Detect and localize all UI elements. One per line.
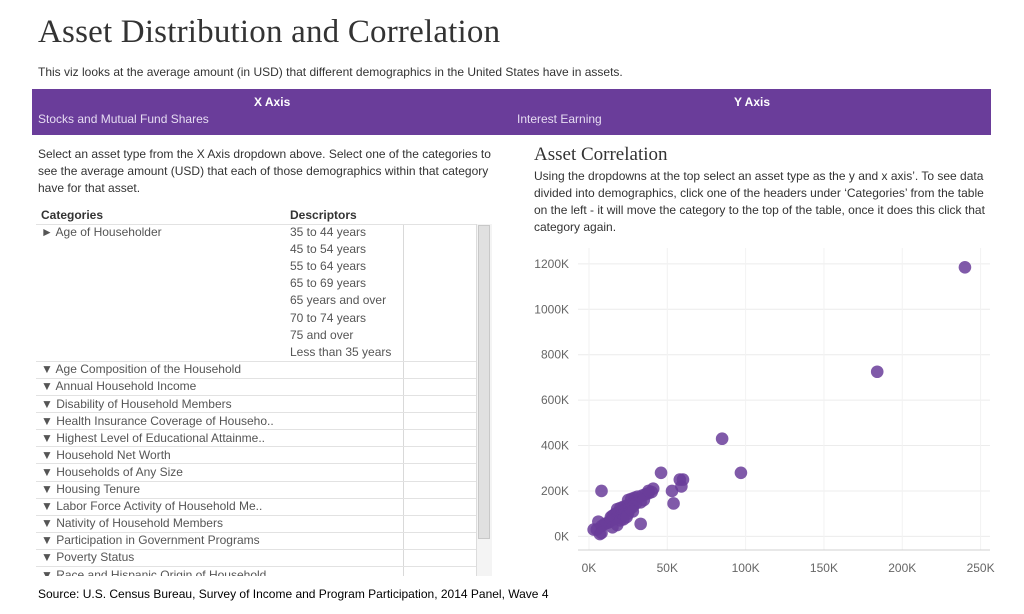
y-tick-label: 800K: [541, 348, 569, 362]
scatter-point[interactable]: [610, 518, 624, 532]
scatter-point[interactable]: [715, 432, 729, 446]
descriptor-label: 75 and over: [290, 327, 354, 342]
descriptor-label: 65 to 69 years: [290, 276, 367, 291]
row-divider: [36, 395, 476, 396]
row-divider: [36, 412, 476, 414]
descriptor-label: 35 to 44 years: [290, 225, 367, 239]
scatter-point[interactable]: [595, 526, 608, 540]
row-divider: [36, 514, 476, 516]
row-divider: [36, 480, 476, 482]
row-divider: [36, 360, 476, 362]
y-axis-dropdown[interactable]: Interest Earning: [517, 112, 602, 126]
category-header[interactable]: ▼ Household Net Worth: [41, 447, 171, 462]
table-scrollbar[interactable]: [476, 224, 492, 576]
x-tick-label: 250K: [967, 561, 995, 575]
scatter-point[interactable]: [870, 365, 884, 379]
category-header[interactable]: ▼ Nativity of Household Members: [41, 516, 223, 531]
source-note: Source: U.S. Census Bureau, Survey of In…: [38, 587, 549, 601]
descriptors-header: Descriptors: [290, 208, 357, 222]
row-divider: [36, 566, 476, 567]
descriptor-label: 45 to 54 years: [290, 242, 367, 257]
y-axis-label: Y Axis: [734, 95, 771, 109]
scatter-point[interactable]: [958, 261, 972, 274]
category-header[interactable]: ▼ Housing Tenure: [41, 482, 141, 496]
descriptor-label: Less than 35 years: [290, 344, 392, 359]
descriptor-label: 65 years and over: [290, 293, 387, 308]
chart-title: Asset Correlation: [534, 144, 668, 165]
category-age-of-householder[interactable]: ► Age of Householder: [41, 225, 162, 239]
category-header[interactable]: ▼ Health Insurance Coverage of Househo..: [41, 413, 274, 428]
category-header[interactable]: ▼ Disability of Household Members: [41, 396, 232, 411]
table-top-rule: [36, 224, 476, 225]
category-header[interactable]: ▼ Labor Force Activity of Household Me..: [41, 499, 263, 514]
y-tick-label: 1000K: [534, 302, 569, 316]
page-title: Asset Distribution and Correlation: [38, 14, 501, 50]
row-divider: [36, 463, 476, 465]
table-scrollbar-thumb[interactable]: [478, 225, 490, 539]
page-subtitle: This viz looks at the average amount (in…: [38, 65, 623, 79]
y-tick-label: 0K: [554, 529, 569, 543]
row-divider: [36, 446, 476, 448]
categories-header: Categories: [41, 208, 104, 222]
scatter-point[interactable]: [626, 505, 640, 518]
scatter-point[interactable]: [595, 484, 608, 498]
descriptor-label: 70 to 74 years: [290, 310, 367, 325]
row-divider: [36, 548, 476, 550]
category-header[interactable]: ▼ Highest Level of Educational Attainme.…: [41, 430, 266, 445]
x-tick-label: 50K: [657, 561, 678, 575]
category-header[interactable]: ▼ Poverty Status: [41, 550, 135, 565]
category-header[interactable]: ▼ Participation in Government Programs: [41, 533, 260, 548]
scatter-point[interactable]: [634, 517, 647, 531]
row-divider: [36, 531, 476, 533]
scatter-point[interactable]: [642, 484, 655, 498]
descriptor-label: 55 to 64 years: [290, 259, 367, 274]
x-tick-label: 100K: [732, 561, 760, 575]
row-divider: [36, 497, 476, 499]
scatter-point[interactable]: [665, 484, 679, 498]
value-column-divider: [403, 224, 404, 576]
chart-description: Using the dropdowns at the top select an…: [534, 169, 985, 234]
y-tick-label: 400K: [541, 439, 569, 453]
row-divider: [36, 429, 476, 431]
scatter-point[interactable]: [675, 480, 688, 493]
x-tick-label: 150K: [810, 561, 838, 575]
asset-correlation-scatter[interactable]: 0K 200K 400K 600K 800K 1000K 1200K 0K 50K 100K 150…: [516, 240, 996, 580]
scatter-point[interactable]: [654, 466, 668, 480]
y-tick-label: 1200K: [534, 257, 569, 271]
scatter-point[interactable]: [667, 497, 680, 510]
y-tick-label: 200K: [541, 484, 569, 498]
x-axis-dropdown[interactable]: Stocks and Mutual Fund Shares: [38, 112, 209, 126]
x-tick-label: 200K: [888, 561, 916, 575]
category-header[interactable]: ▼ Households of Any Size: [41, 464, 183, 479]
demographics-table: ► Age of Householder 35 to 44 years87,31…: [36, 224, 492, 576]
x-tick-label: 0K: [582, 561, 597, 575]
category-header[interactable]: ▼ Annual Household Income: [41, 379, 197, 394]
x-axis-label: X Axis: [254, 95, 291, 109]
row-divider: [36, 377, 476, 379]
category-header[interactable]: ▼ Age Composition of the Household: [41, 362, 241, 377]
table-instructions: Select an asset type from the X Axis dro…: [38, 147, 491, 195]
scatter-point[interactable]: [734, 466, 748, 480]
category-header[interactable]: ▼ Race and Hispanic Origin of Household: [41, 567, 267, 577]
axis-filter-bar: X Axis Stocks and Mutual Fund Shares Y A…: [32, 89, 991, 135]
y-tick-label: 600K: [541, 393, 569, 407]
